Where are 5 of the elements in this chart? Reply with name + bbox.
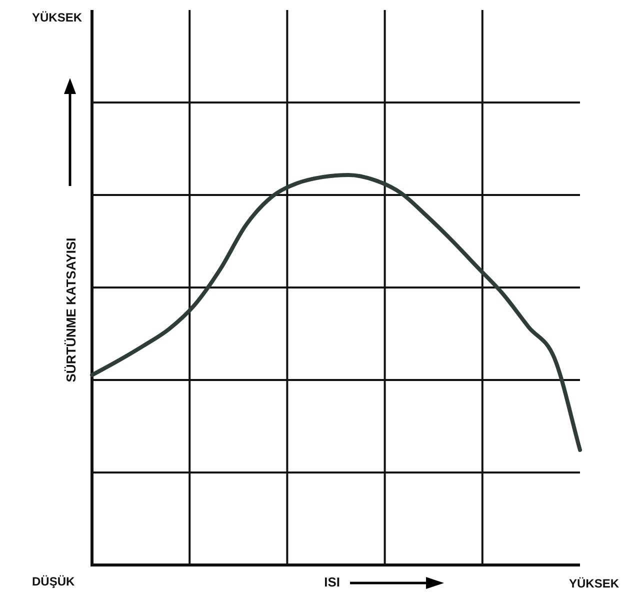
text: DÜŞÜK bbox=[32, 574, 75, 588]
y-axis-title: SÜRTÜNME KATSAYISI bbox=[64, 238, 79, 382]
x-axis-title: ISI bbox=[324, 574, 340, 590]
text: YÜKSEK bbox=[568, 576, 620, 590]
text: YÜKSEK bbox=[32, 10, 82, 24]
